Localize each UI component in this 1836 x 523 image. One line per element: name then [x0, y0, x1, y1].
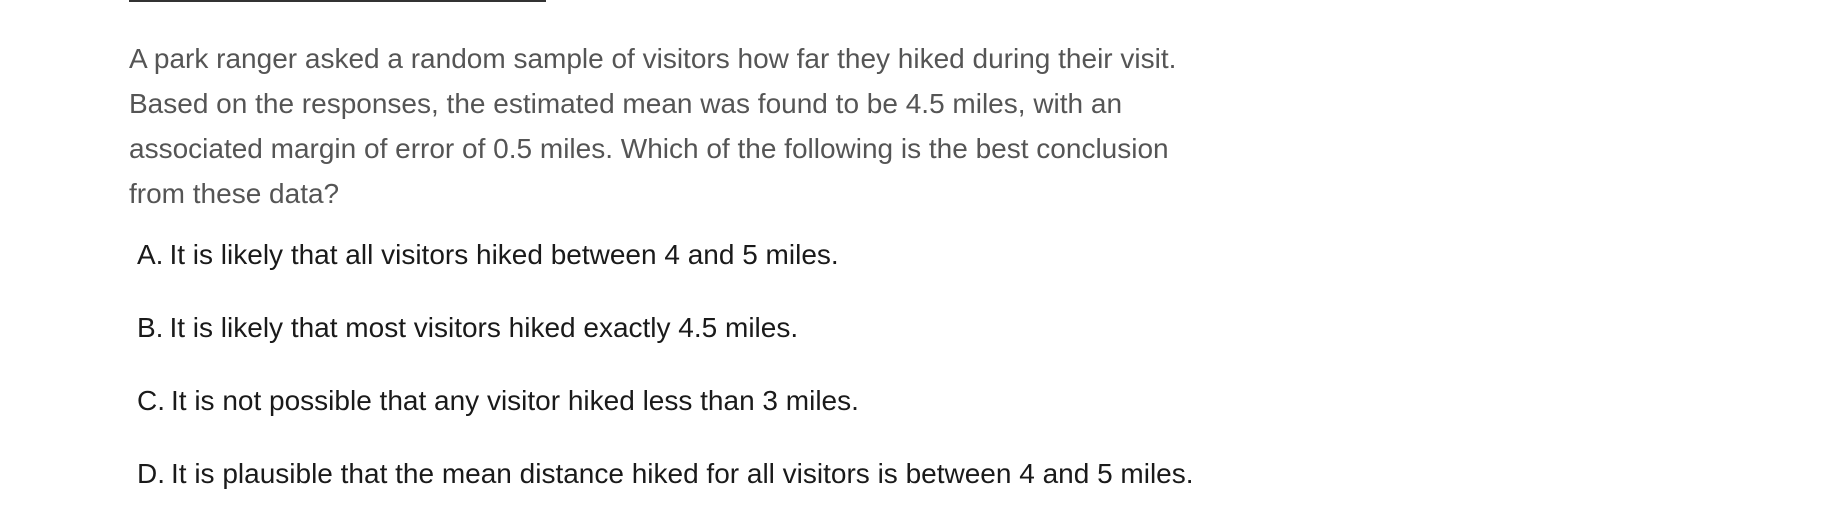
choice-letter: D. [137, 458, 165, 489]
choice-letter: A. [137, 239, 164, 270]
answer-choices: A. It is likely that all visitors hiked … [137, 236, 1194, 493]
choice-d[interactable]: D. It is plausible that the mean distanc… [137, 455, 1194, 493]
choice-text: It is not possible that any visitor hike… [171, 385, 859, 416]
top-divider [129, 0, 546, 2]
choice-text: It is likely that all visitors hiked bet… [169, 239, 839, 270]
choice-a[interactable]: A. It is likely that all visitors hiked … [137, 236, 1194, 274]
choice-letter: C. [137, 385, 165, 416]
choice-c[interactable]: C. It is not possible that any visitor h… [137, 382, 1194, 420]
choice-letter: B. [137, 312, 164, 343]
choice-b[interactable]: B. It is likely that most visitors hiked… [137, 309, 1194, 347]
choice-text: It is plausible that the mean distance h… [171, 458, 1194, 489]
question-text: A park ranger asked a random sample of v… [129, 43, 1177, 209]
choice-text: It is likely that most visitors hiked ex… [169, 312, 799, 343]
